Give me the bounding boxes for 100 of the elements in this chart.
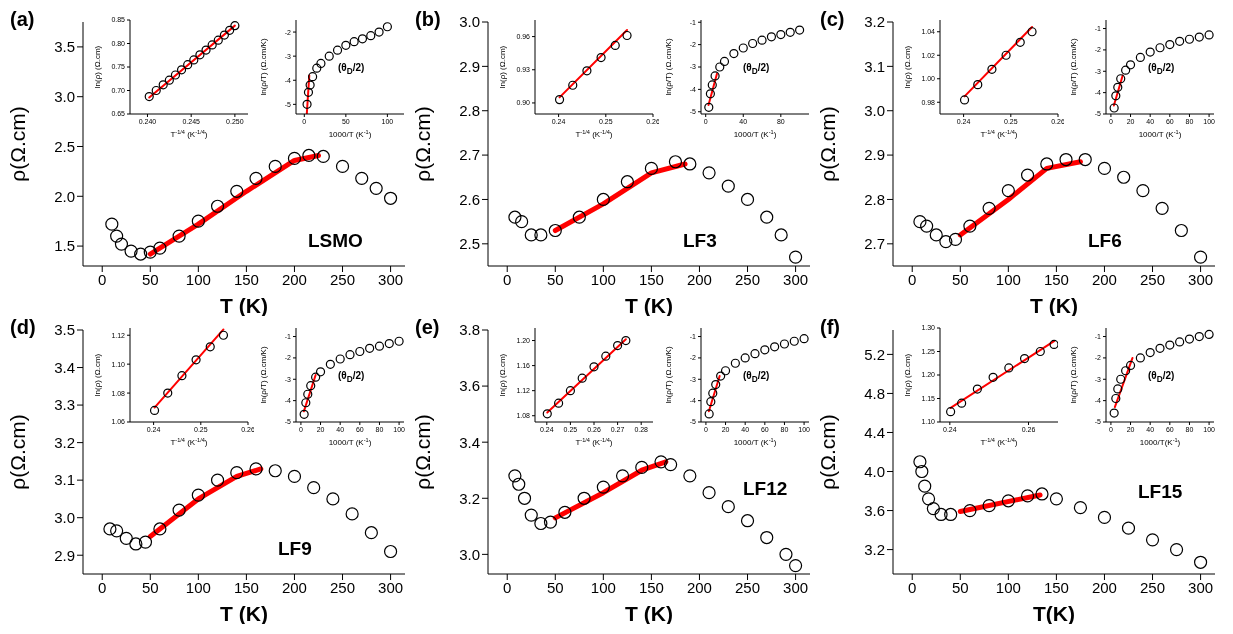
point — [1204, 30, 1214, 40]
point — [382, 22, 392, 32]
point — [138, 535, 153, 549]
point — [316, 149, 330, 164]
x-axis-title: T$^{-1/4}$ (K$^{-1/4}$) — [575, 437, 613, 447]
point — [1113, 384, 1123, 394]
point — [988, 372, 998, 382]
point — [163, 388, 173, 398]
point — [383, 544, 398, 559]
point — [920, 219, 934, 233]
point — [635, 460, 649, 475]
y-tick-label: 3.6 — [459, 377, 480, 395]
point — [383, 191, 398, 205]
point — [710, 71, 720, 81]
point — [577, 373, 587, 383]
point — [788, 558, 803, 573]
point — [1049, 492, 1063, 506]
x-tick-label: 300 — [378, 578, 404, 596]
y-tick-label: 3.1 — [864, 57, 885, 75]
point — [708, 388, 718, 398]
point — [1145, 47, 1155, 57]
y-tick-label: 2.9 — [864, 146, 885, 164]
point — [706, 397, 716, 407]
point — [740, 353, 750, 363]
point — [683, 469, 697, 483]
x-tick-label: 50 — [141, 270, 159, 288]
annotation: LF3 — [683, 230, 717, 252]
x-tick-label: 50 — [951, 578, 969, 596]
point — [740, 192, 755, 207]
point — [143, 245, 157, 259]
chart-title: (a) — [10, 8, 35, 31]
point — [946, 407, 956, 417]
x-axis-title: 1000/T (K$^{-1}$) — [733, 129, 777, 139]
point — [596, 53, 606, 63]
x-tick-label: 100 — [185, 270, 211, 288]
point — [225, 25, 235, 35]
x-tick-label: 150 — [233, 578, 259, 596]
point — [230, 21, 240, 31]
x-tick-label: 200 — [1091, 270, 1117, 288]
point — [534, 516, 548, 531]
point — [1136, 183, 1150, 198]
y-tick-label: 4.4 — [864, 423, 885, 441]
point — [987, 64, 997, 74]
y-axis-title: ln(ρ) (Ω.cm) — [93, 353, 103, 397]
point — [1184, 334, 1195, 344]
point — [369, 181, 383, 195]
point — [620, 175, 634, 189]
point — [230, 184, 244, 198]
x-tick-label: 150 — [638, 270, 664, 288]
y-axis-title: ρ(Ω.cm) — [5, 106, 29, 182]
point — [913, 455, 927, 469]
point — [172, 229, 186, 243]
x-tick-label: 50 — [546, 270, 564, 288]
x-tick-label: 250 — [330, 578, 356, 596]
point — [315, 367, 326, 377]
point — [1174, 223, 1188, 238]
point — [1155, 343, 1165, 353]
point — [750, 349, 760, 359]
chart-title: (f) — [820, 316, 840, 339]
point — [515, 215, 529, 229]
point — [1004, 363, 1014, 373]
annotation: (θ$_{D}$/2) — [743, 370, 770, 384]
y-tick-label: 2.7 — [864, 235, 885, 253]
y-axis-title: ρ(Ω.cm) — [815, 414, 839, 490]
x-tick-label: 100 — [185, 578, 211, 596]
point — [1001, 183, 1015, 198]
point — [664, 458, 678, 472]
point — [524, 508, 538, 522]
point — [1040, 157, 1054, 171]
point — [305, 80, 315, 90]
point — [1145, 533, 1160, 547]
y-tick-label: 3.8 — [459, 321, 480, 339]
point — [158, 80, 168, 90]
point — [105, 217, 119, 231]
x-tick-label: 300 — [783, 578, 809, 596]
point — [1145, 347, 1155, 358]
point — [517, 491, 532, 505]
point — [114, 237, 129, 251]
point — [191, 355, 201, 365]
x-tick-label: 250 — [330, 270, 356, 288]
y-tick-label: 2.7 — [459, 146, 480, 164]
y-axis-title: ln(ρ) (Ω.cm) — [903, 353, 913, 397]
y-tick-label: 2.0 — [54, 187, 75, 205]
point — [589, 362, 599, 372]
point — [374, 341, 385, 351]
x-tick-label: 0 — [908, 578, 917, 596]
x-tick-label: 150 — [1043, 270, 1069, 288]
point — [134, 247, 148, 261]
point — [1035, 346, 1045, 357]
point — [183, 60, 193, 70]
y-tick-label: 2.5 — [459, 235, 480, 253]
x-tick-label: 100 — [995, 578, 1021, 596]
point — [704, 409, 714, 419]
point — [654, 455, 668, 469]
x-tick-label: 250 — [1140, 270, 1166, 288]
point — [205, 342, 215, 352]
point — [982, 201, 996, 215]
y-tick-label: 2.8 — [459, 102, 480, 120]
point — [982, 499, 996, 513]
point — [287, 469, 302, 483]
